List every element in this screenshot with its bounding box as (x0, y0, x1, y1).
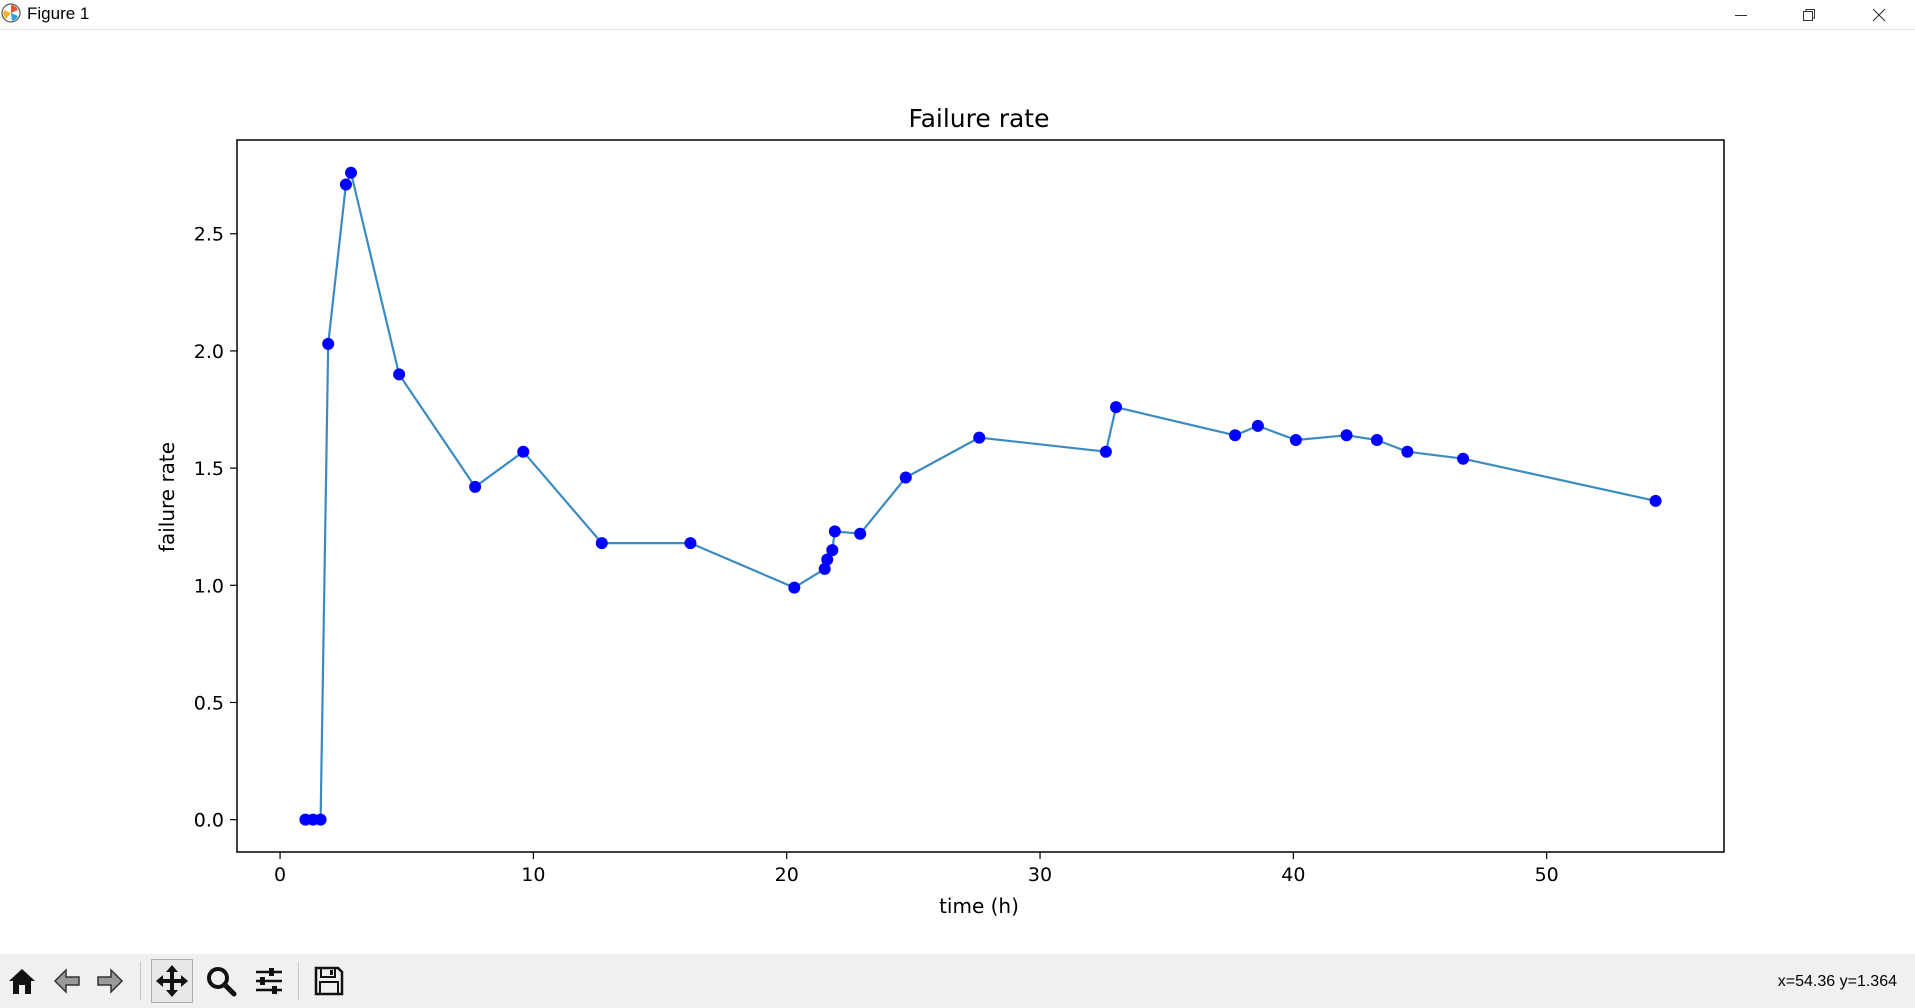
x-tick-label: 0 (274, 864, 286, 886)
x-tick-label: 50 (1535, 864, 1559, 886)
sliders-icon (256, 968, 282, 994)
x-tick-label: 20 (775, 864, 799, 886)
data-point (821, 553, 834, 566)
data-point (973, 431, 986, 444)
y-tick-label: 2.0 (194, 341, 224, 363)
window-title: Figure 1 (27, 4, 90, 23)
data-point (899, 471, 912, 484)
close-icon (1872, 8, 1886, 21)
data-point (1110, 401, 1123, 414)
figure-canvas[interactable]: 0 10 20 30 40 50 0.0 0.5 1.0 1.5 2.0 2.5 Failure ra… (0, 30, 1915, 954)
y-tick-label: 2.5 (194, 224, 224, 246)
data-point (1099, 445, 1112, 458)
toolbar-separator (298, 962, 299, 1000)
back-button[interactable] (46, 959, 88, 1003)
forward-button[interactable] (89, 959, 131, 1003)
y-tick-label: 0.5 (194, 692, 224, 714)
navigation-toolbar: x=54.36 y=1.364 (0, 954, 1915, 1008)
data-point (854, 527, 867, 540)
move-arrows-icon (156, 965, 188, 997)
y-tick-label: 1.0 (194, 575, 224, 597)
data-point (1370, 433, 1383, 446)
data-point (393, 368, 406, 381)
data-point (517, 445, 530, 458)
magnifier-icon (207, 967, 237, 997)
floppy-disk-icon (314, 966, 344, 996)
home-icon (9, 969, 35, 994)
x-tick-label: 40 (1281, 864, 1305, 886)
data-point (469, 480, 482, 493)
data-point (788, 581, 801, 594)
data-point (595, 537, 608, 550)
close-button[interactable] (1849, 0, 1909, 29)
cursor-coordinates: x=54.36 y=1.364 (1777, 973, 1897, 990)
data-point (1340, 429, 1353, 442)
x-tick-label: 10 (521, 864, 545, 886)
data-point (828, 525, 841, 538)
pan-button[interactable] (151, 959, 193, 1003)
data-point (1229, 429, 1242, 442)
restore-icon (1803, 8, 1815, 21)
plot-frame (236, 139, 1725, 853)
x-tick-label: 30 (1028, 864, 1052, 886)
restore-button[interactable] (1779, 0, 1839, 29)
data-point (1401, 445, 1414, 458)
matplotlib-icon (1, 3, 21, 23)
save-button[interactable] (308, 959, 350, 1003)
minimize-button[interactable] (1711, 0, 1771, 29)
chart-title: Failure rate (909, 104, 1050, 133)
minimize-icon (1735, 14, 1747, 16)
x-axis-label: time (h) (939, 894, 1019, 918)
y-tick-label: 1.5 (194, 458, 224, 480)
data-point (1289, 433, 1302, 446)
arrow-left-icon (53, 968, 80, 994)
subplots-button[interactable] (248, 959, 290, 1003)
home-button[interactable] (1, 959, 43, 1003)
series-line (305, 171, 1656, 821)
window-titlebar: Figure 1 (0, 0, 1915, 30)
data-point (344, 166, 357, 179)
data-point (322, 337, 335, 350)
data-point (818, 562, 831, 575)
y-axis-label: failure rate (155, 442, 179, 552)
data-point (314, 813, 327, 826)
data-point (1649, 494, 1662, 507)
y-tick-label: 0.0 (194, 810, 224, 832)
data-point (1251, 419, 1264, 432)
data-point (339, 178, 352, 191)
zoom-button[interactable] (200, 959, 242, 1003)
arrow-right-icon (97, 968, 124, 994)
data-point (684, 537, 697, 550)
toolbar-separator (140, 962, 141, 1000)
data-point (1457, 452, 1470, 465)
data-point (826, 544, 839, 557)
